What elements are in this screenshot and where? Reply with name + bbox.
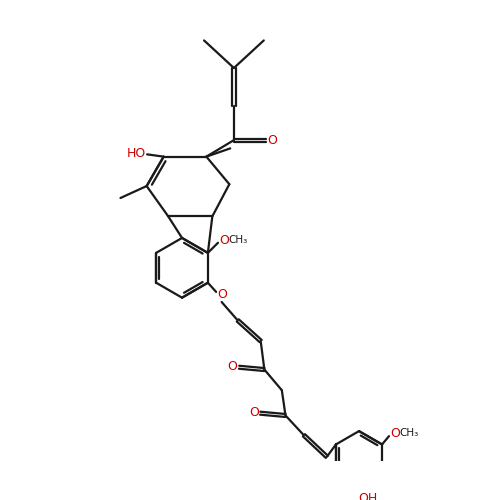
Text: HO: HO <box>126 147 146 160</box>
Text: CH₃: CH₃ <box>228 235 248 245</box>
Text: O: O <box>217 288 227 301</box>
Text: O: O <box>249 406 258 419</box>
Text: O: O <box>220 234 230 246</box>
Text: CH₃: CH₃ <box>400 428 419 438</box>
Text: O: O <box>268 134 278 146</box>
Text: OH: OH <box>358 492 378 500</box>
Text: O: O <box>390 427 400 440</box>
Text: O: O <box>228 360 237 373</box>
